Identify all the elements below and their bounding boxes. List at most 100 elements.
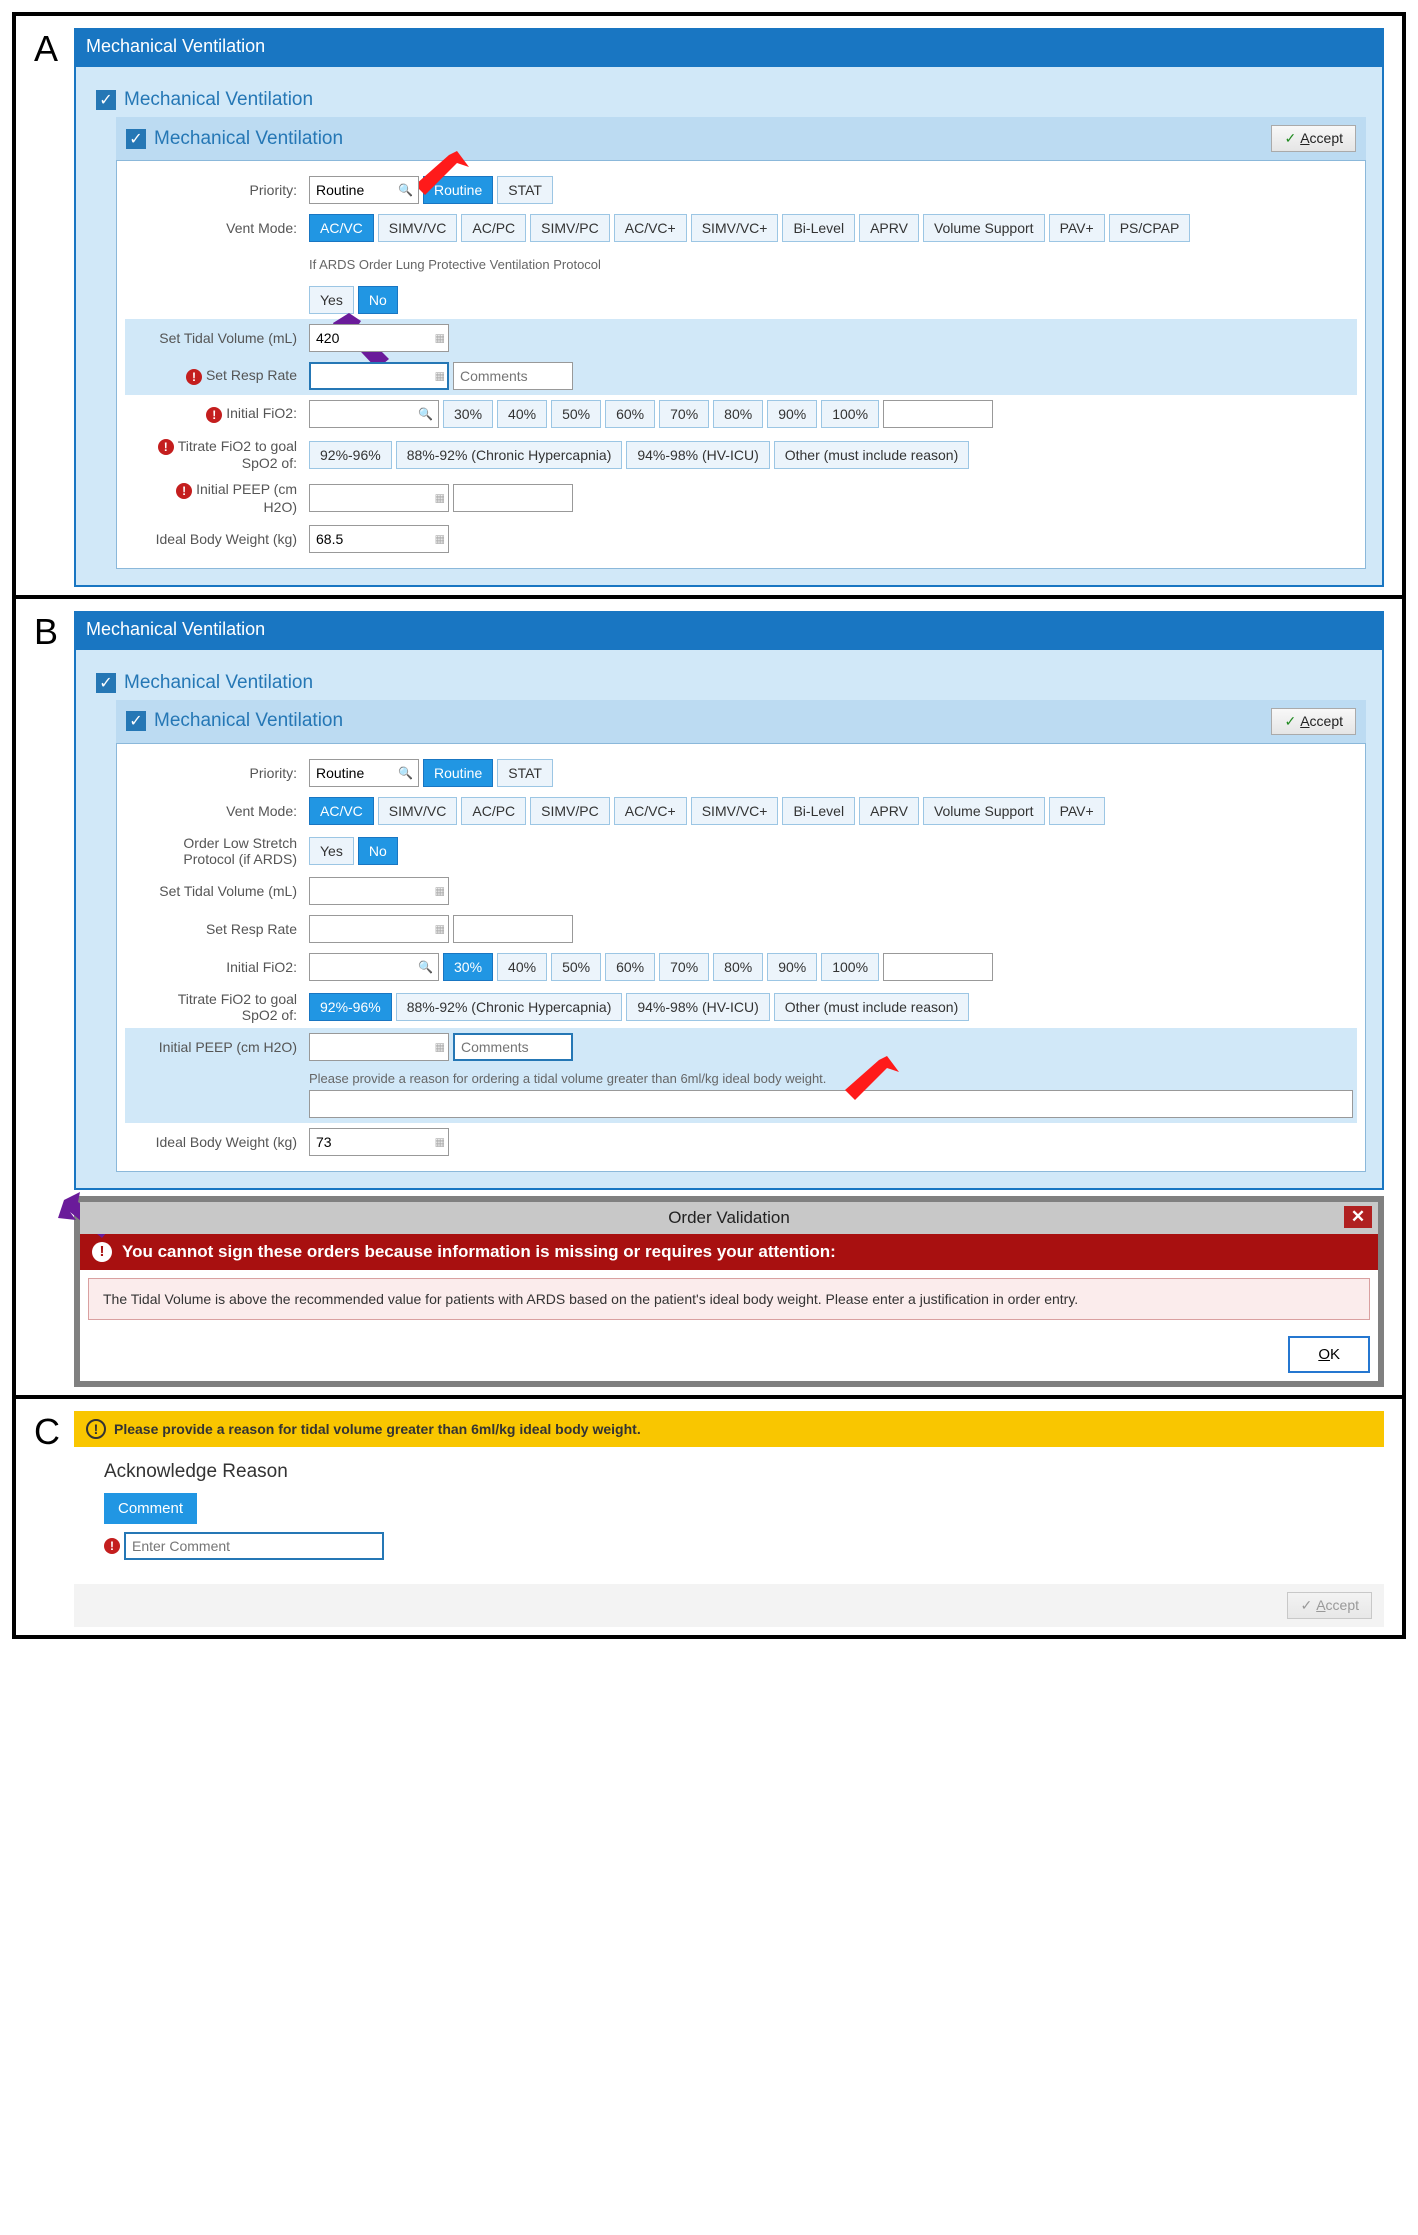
option-button[interactable]: SIMV/VC — [378, 214, 458, 242]
ibw-input[interactable] — [309, 1128, 449, 1156]
option-button[interactable]: SIMV/PC — [530, 797, 610, 825]
section-sub-label: Mechanical Ventilation — [154, 128, 343, 150]
option-button[interactable]: 88%-92% (Chronic Hypercapnia) — [396, 993, 623, 1021]
option-button[interactable]: 100% — [821, 400, 879, 428]
tidal-label: Set Tidal Volume (mL) — [129, 883, 309, 899]
lowstretch-no-button[interactable]: No — [358, 837, 398, 865]
section-header-1[interactable]: ✓ Mechanical Ventilation — [92, 666, 1366, 700]
option-button[interactable]: 50% — [551, 953, 601, 981]
option-button[interactable]: PS/CPAP — [1109, 214, 1191, 242]
option-button[interactable]: 80% — [713, 400, 763, 428]
option-button[interactable]: Other (must include reason) — [774, 993, 970, 1021]
ack-title: Acknowledge Reason — [104, 1461, 1354, 1483]
priority-routine-button[interactable]: Routine — [423, 759, 493, 787]
panel-label-a: A — [34, 28, 58, 70]
option-button[interactable]: 94%-98% (HV-ICU) — [626, 993, 769, 1021]
option-button[interactable]: 50% — [551, 400, 601, 428]
option-button[interactable]: 90% — [767, 953, 817, 981]
calendar-icon: ▦ — [435, 1040, 445, 1053]
option-button[interactable]: 40% — [497, 400, 547, 428]
option-button[interactable]: AC/PC — [461, 797, 526, 825]
tidal-label: Set Tidal Volume (mL) — [129, 330, 309, 346]
priority-stat-button[interactable]: STAT — [497, 176, 553, 204]
option-button[interactable]: 100% — [821, 953, 879, 981]
option-button[interactable]: 30% — [443, 953, 493, 981]
panel-c: C ! Please provide a reason for tidal vo… — [24, 1407, 1394, 1627]
option-button[interactable]: PAV+ — [1049, 214, 1105, 242]
accept-button[interactable]: ✓Accept — [1271, 125, 1356, 152]
option-button[interactable]: SIMV/VC+ — [691, 797, 779, 825]
accept-button[interactable]: ✓Accept — [1271, 708, 1356, 735]
required-icon: ! — [104, 1538, 120, 1554]
option-button[interactable]: AC/VC+ — [614, 797, 687, 825]
checkbox-icon[interactable]: ✓ — [96, 90, 116, 110]
section-header-1[interactable]: ✓ Mechanical Ventilation — [92, 83, 1366, 117]
required-icon: ! — [158, 439, 174, 455]
checkbox-icon[interactable]: ✓ — [126, 129, 146, 149]
ards-note: If ARDS Order Lung Protective Ventilatio… — [309, 257, 1353, 272]
peep-comments-input[interactable] — [453, 1033, 573, 1061]
option-button[interactable]: 60% — [605, 953, 655, 981]
peep-input[interactable] — [309, 484, 449, 512]
option-button[interactable]: Bi-Level — [782, 214, 855, 242]
option-extra-input[interactable] — [883, 400, 993, 428]
tidal-input[interactable] — [309, 324, 449, 352]
comment-button[interactable]: Comment — [104, 1493, 197, 1524]
option-button[interactable]: 70% — [659, 953, 709, 981]
validation-message: The Tidal Volume is above the recommende… — [88, 1278, 1370, 1320]
option-button[interactable]: Other (must include reason) — [774, 441, 970, 469]
priority-routine-button[interactable]: Routine — [423, 176, 493, 204]
option-button[interactable]: 92%-96% — [309, 993, 392, 1021]
option-button[interactable]: 92%-96% — [309, 441, 392, 469]
option-button[interactable]: Volume Support — [923, 214, 1045, 242]
lowstretch-label: Order Low Stretch Protocol (if ARDS) — [129, 835, 309, 867]
option-button[interactable]: 70% — [659, 400, 709, 428]
ibw-input[interactable] — [309, 525, 449, 553]
option-button[interactable]: AC/VC — [309, 214, 374, 242]
peep-extra-input[interactable] — [453, 484, 573, 512]
option-button[interactable]: SIMV/PC — [530, 214, 610, 242]
option-button[interactable]: APRV — [859, 214, 919, 242]
fio2-label: Initial FiO2: — [129, 959, 309, 975]
calendar-icon: ▦ — [435, 370, 445, 383]
ards-no-button[interactable]: No — [358, 286, 398, 314]
option-button[interactable]: 88%-92% (Chronic Hypercapnia) — [396, 441, 623, 469]
option-button[interactable]: 94%-98% (HV-ICU) — [626, 441, 769, 469]
option-button[interactable]: AC/VC+ — [614, 214, 687, 242]
priority-stat-button[interactable]: STAT — [497, 759, 553, 787]
search-icon: 🔍 — [398, 766, 413, 780]
option-button[interactable]: PAV+ — [1049, 797, 1105, 825]
option-button[interactable]: AC/VC — [309, 797, 374, 825]
option-button[interactable]: SIMV/VC+ — [691, 214, 779, 242]
option-button[interactable]: 60% — [605, 400, 655, 428]
resp-rate-label: !Set Resp Rate — [129, 367, 309, 384]
option-button[interactable]: 80% — [713, 953, 763, 981]
option-button[interactable]: APRV — [859, 797, 919, 825]
ards-yes-button[interactable]: Yes — [309, 286, 354, 314]
lowstretch-yes-button[interactable]: Yes — [309, 837, 354, 865]
option-button[interactable]: SIMV/VC — [378, 797, 458, 825]
resp-rate-input[interactable] — [309, 362, 449, 390]
ibw-label: Ideal Body Weight (kg) — [129, 531, 309, 547]
close-button[interactable]: ✕ — [1344, 1206, 1372, 1228]
option-extra-input[interactable] — [883, 953, 993, 981]
option-button[interactable]: Volume Support — [923, 797, 1045, 825]
search-icon: 🔍 — [418, 960, 433, 974]
comment-input[interactable] — [124, 1532, 384, 1560]
option-button[interactable]: Bi-Level — [782, 797, 855, 825]
panel-label-b: B — [34, 611, 58, 653]
resp-extra-input[interactable] — [453, 915, 573, 943]
option-button[interactable]: 30% — [443, 400, 493, 428]
checkbox-icon[interactable]: ✓ — [96, 673, 116, 693]
peep-input[interactable] — [309, 1033, 449, 1061]
option-button[interactable]: 90% — [767, 400, 817, 428]
section-label: Mechanical Ventilation — [124, 89, 313, 111]
reason-input[interactable] — [309, 1090, 1353, 1118]
resp-rate-input[interactable] — [309, 915, 449, 943]
ok-button[interactable]: OK — [1288, 1336, 1370, 1373]
option-button[interactable]: AC/PC — [461, 214, 526, 242]
resp-comments-input[interactable] — [453, 362, 573, 390]
tidal-input[interactable] — [309, 877, 449, 905]
checkbox-icon[interactable]: ✓ — [126, 711, 146, 731]
option-button[interactable]: 40% — [497, 953, 547, 981]
